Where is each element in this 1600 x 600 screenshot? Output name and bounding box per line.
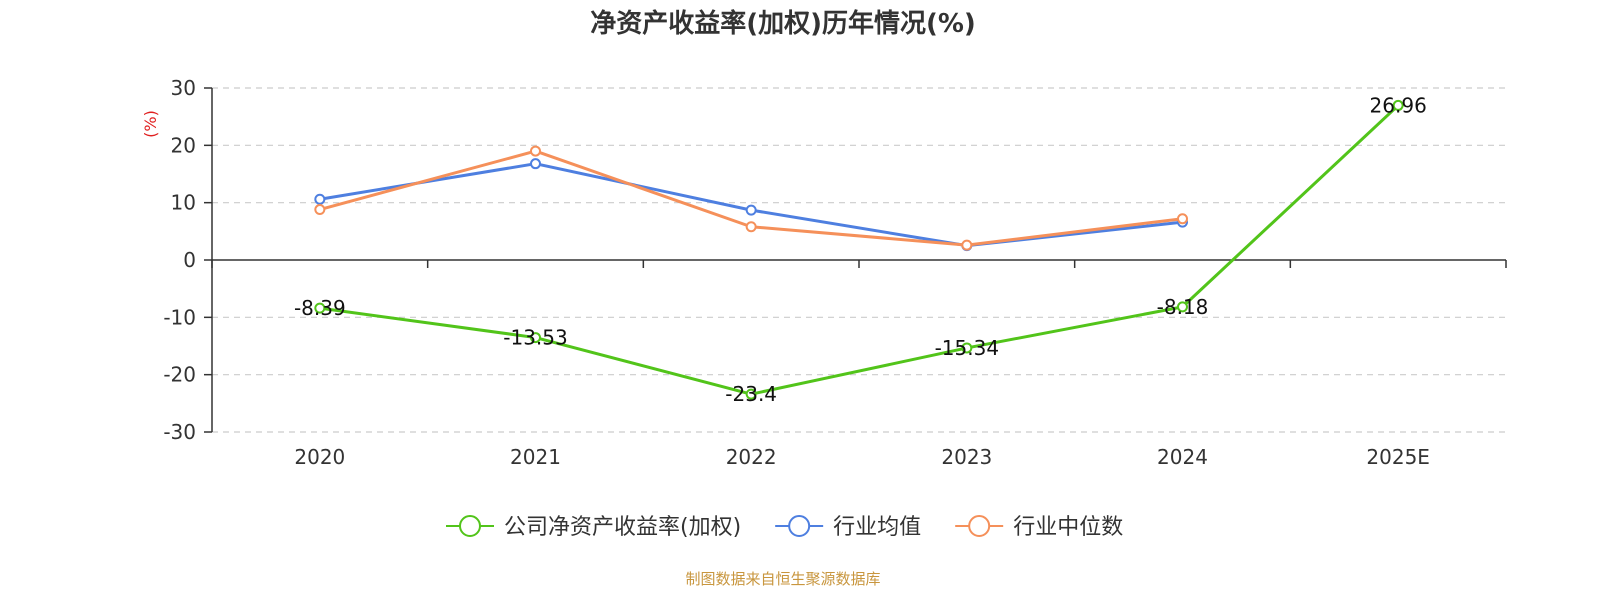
data-label: -23.4 (725, 382, 777, 406)
y-axis-unit-label: (%) (141, 110, 160, 138)
data-point[interactable] (314, 193, 326, 205)
x-tick-label: 2021 (510, 445, 561, 469)
legend-swatch-marker (968, 515, 991, 537)
x-tick-label: 2025E (1366, 445, 1430, 469)
x-tick-label: 2020 (294, 445, 345, 469)
data-point[interactable] (745, 204, 757, 216)
y-tick-label: -30 (163, 420, 196, 444)
legend-item-0[interactable]: 公司净资产收益率(加权) (446, 515, 741, 540)
legend-item-1[interactable]: 行业均值 (775, 515, 921, 540)
legend-swatch-marker (459, 515, 481, 537)
data-label: -8.18 (1157, 295, 1209, 319)
legend-item-2[interactable]: 行业中位数 (955, 515, 1123, 540)
legend-swatch-marker (788, 515, 811, 537)
data-point[interactable] (961, 239, 973, 251)
data-label: -15.34 (935, 336, 999, 360)
data-point[interactable] (314, 302, 326, 314)
series-line-0 (319, 104, 1400, 396)
data-point[interactable] (530, 332, 541, 344)
data-point[interactable] (745, 388, 757, 400)
data-labels: -8.39 -13.53 -23.4 -15.34 -8.18 26.96 (294, 93, 1427, 406)
axes: 30 20 10 0 -10 -20 -30 2020 2021 2022 2023 2024 2025… (163, 76, 1507, 469)
y-tick-label: 30 (171, 76, 196, 100)
x-tick-label: 2024 (1157, 445, 1208, 469)
legend-label: 行业均值 (833, 515, 921, 540)
legend-label: 行业中位数 (1013, 515, 1123, 540)
legend-label: 公司净资产收益率(加权) (504, 515, 741, 540)
x-tick-label: 2023 (941, 445, 992, 469)
data-point[interactable] (1392, 99, 1404, 111)
data-point[interactable] (745, 221, 757, 233)
data-point[interactable] (1177, 301, 1188, 313)
y-tick-label: -20 (163, 363, 196, 387)
data-label: -8.39 (294, 296, 346, 320)
legend[interactable]: 公司净资产收益率(加权) 行业均值 行业中位数 (446, 515, 1123, 540)
y-tick-label: 0 (183, 248, 196, 272)
data-point[interactable] (1177, 213, 1188, 225)
y-tick-label: -10 (163, 305, 196, 329)
data-label: 26.96 (1370, 93, 1427, 117)
grid-lines (212, 87, 1506, 433)
data-point[interactable] (530, 145, 541, 157)
x-tick-label: 2022 (726, 445, 777, 469)
y-tick-label: 20 (171, 133, 196, 157)
data-label: -13.53 (503, 326, 567, 350)
chart-title: 净资产收益率(加权)历年情况(%) (590, 8, 976, 39)
series-lines (314, 99, 1404, 400)
data-source-note: 制图数据来自恒生聚源数据库 (685, 570, 880, 588)
data-point[interactable] (314, 204, 326, 216)
data-point[interactable] (530, 158, 541, 170)
data-point[interactable] (961, 342, 973, 354)
y-tick-label: 10 (171, 191, 196, 215)
